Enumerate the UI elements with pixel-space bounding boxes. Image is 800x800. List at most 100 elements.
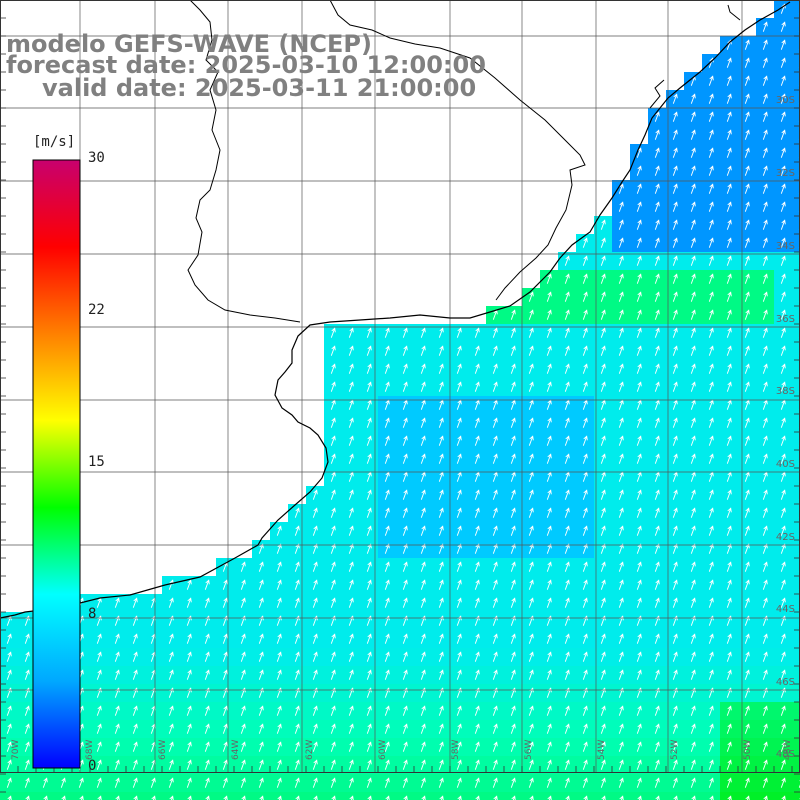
wind-arrow: [546, 453, 552, 464]
title-line-2: forecast date: 2025-03-10 12:00:00: [6, 51, 486, 79]
wind-arrow: [600, 723, 606, 734]
longitude-label: 68W: [85, 740, 95, 760]
wind-arrow: [474, 597, 480, 608]
wind-arrow: [780, 543, 786, 554]
wind-arrow: [366, 489, 372, 500]
wind-arrow: [762, 453, 768, 464]
wind-arrow: [582, 309, 588, 320]
wind-arrow: [654, 579, 660, 590]
wind-arrow: [708, 507, 714, 518]
wind-arrow: [420, 489, 426, 500]
wind-arrow: [79, 795, 84, 800]
wind-arrow: [744, 183, 750, 194]
wind-arrow: [564, 417, 570, 428]
wind-arrow: [762, 39, 768, 50]
wind-arrow: [6, 777, 12, 788]
wind-arrow: [636, 489, 642, 500]
wind-arrow: [618, 417, 624, 428]
wind-arrow: [187, 795, 192, 800]
wind-arrow: [618, 669, 624, 680]
wind-arrow: [168, 723, 174, 734]
wind-arrow: [384, 723, 390, 734]
wind-arrow: [510, 507, 516, 518]
wind-arrow: [762, 273, 768, 284]
wind-arrow: [330, 633, 336, 644]
field-cell: [342, 792, 360, 800]
wind-arrow: [474, 435, 480, 446]
field-cell: [792, 414, 800, 432]
wind-arrow: [708, 723, 714, 734]
wind-arrow: [762, 291, 768, 302]
wind-arrow: [654, 489, 660, 500]
longitude-label: 62W: [305, 740, 315, 760]
wind-arrow: [169, 795, 174, 800]
field-cell: [180, 792, 198, 800]
wind-arrow: [402, 381, 408, 392]
wind-arrow: [240, 561, 246, 572]
wind-arrow: [132, 723, 138, 734]
wind-arrow: [600, 435, 606, 446]
wind-arrow: [636, 579, 642, 590]
wind-arrow: [439, 795, 444, 800]
wind-arrow: [690, 93, 696, 104]
wind-arrow: [96, 723, 102, 734]
wind-arrow: [6, 741, 12, 752]
wind-arrow: [744, 489, 750, 500]
field-cell: [720, 792, 738, 800]
wind-arrow: [258, 579, 264, 590]
wind-arrow: [312, 561, 318, 572]
wind-arrow: [492, 489, 498, 500]
longitude-label: 60W: [378, 740, 388, 760]
wind-arrow: [168, 633, 174, 644]
wind-arrow: [474, 759, 480, 770]
field-cell: [792, 648, 800, 666]
wind-arrow: [726, 183, 732, 194]
wind-arrow: [708, 597, 714, 608]
wind-arrow: [762, 777, 768, 788]
wind-arrow: [528, 633, 534, 644]
wind-arrow: [312, 777, 318, 788]
wind-arrow: [654, 723, 660, 734]
wind-arrow: [384, 363, 390, 374]
wind-arrow: [564, 633, 570, 644]
wind-arrow: [636, 525, 642, 536]
wind-arrow: [438, 633, 444, 644]
wind-arrow: [312, 741, 318, 752]
wind-arrow: [456, 525, 462, 536]
wind-arrow: [546, 507, 552, 518]
wind-arrow: [348, 381, 354, 392]
wind-arrow: [420, 525, 426, 536]
wind-arrow: [546, 723, 552, 734]
colorbar-tick-label: 8: [88, 606, 97, 622]
wind-arrow: [528, 705, 534, 716]
wind-arrow: [474, 669, 480, 680]
wind-arrow: [492, 345, 498, 356]
wind-arrow: [312, 669, 318, 680]
wind-arrow: [168, 651, 174, 662]
wind-arrow: [582, 417, 588, 428]
wind-arrow: [564, 759, 570, 770]
wind-arrow: [690, 381, 696, 392]
wind-arrow: [456, 345, 462, 356]
wind-arrow: [276, 651, 282, 662]
wind-arrow: [366, 327, 372, 338]
wind-arrow: [672, 381, 678, 392]
wind-arrow: [726, 489, 732, 500]
wind-arrow: [510, 705, 516, 716]
wind-arrow: [600, 741, 606, 752]
wind-arrow: [402, 561, 408, 572]
wind-arrow: [438, 363, 444, 374]
field-cell: [792, 522, 800, 540]
wind-arrow: [474, 651, 480, 662]
wind-arrow: [744, 705, 750, 716]
wind-arrow: [312, 507, 318, 518]
wind-arrow: [780, 435, 786, 446]
wind-arrow: [726, 363, 732, 374]
wind-arrow: [348, 363, 354, 374]
wind-arrow: [456, 453, 462, 464]
wind-arrow: [744, 543, 750, 554]
wind-arrow: [97, 795, 102, 800]
wind-arrow: [780, 219, 786, 230]
wind-arrow: [456, 327, 462, 338]
wind-arrow: [672, 651, 678, 662]
